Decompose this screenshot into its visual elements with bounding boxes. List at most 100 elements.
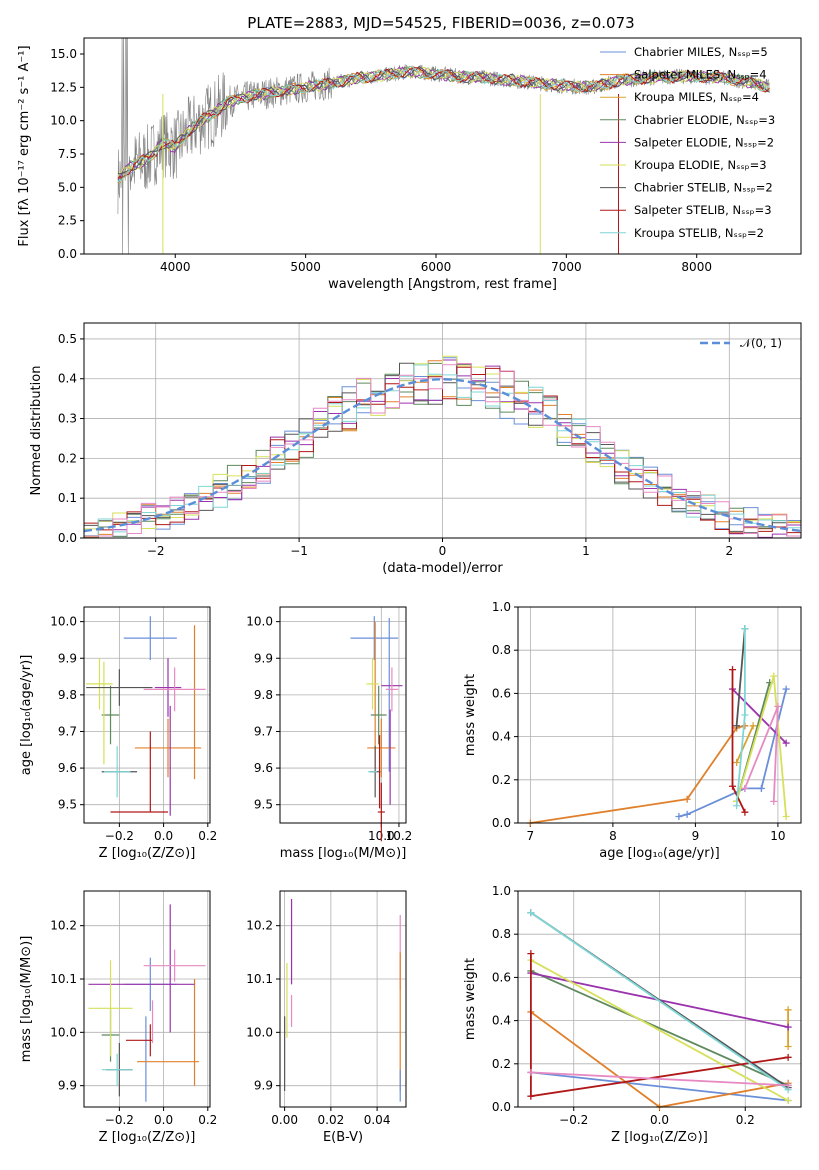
x-axis-label: (data-model)/error xyxy=(382,561,503,576)
weight-series-marker xyxy=(741,784,749,792)
weight-series-marker xyxy=(733,802,741,810)
legend-label: Chabrier MILES, Nₛₛₚ=5 xyxy=(634,45,768,59)
residual-histogram-panel: −2 −1 0 1 2 0.0 0.1 0.2 0.3 0.4 0.5 𝒩(0, 1) (data-mo… xyxy=(29,322,802,576)
y-tick-label: 2.5 xyxy=(58,214,77,228)
weight-series-line xyxy=(530,970,789,1087)
y-tick-label: 1.0 xyxy=(492,884,511,898)
weight-series-marker xyxy=(527,1092,535,1100)
y-tick-label: 9.7 xyxy=(58,724,77,738)
y-tick-label: 12.5 xyxy=(50,80,77,94)
plot-frame xyxy=(83,890,211,1108)
x-tick-label: 0.2 xyxy=(198,1113,217,1127)
weight-series-marker xyxy=(782,685,790,693)
y-axis-label: mass weight xyxy=(463,958,478,1040)
y-axis-label: mass weight xyxy=(463,674,478,756)
histogram-step xyxy=(84,362,801,537)
y-tick-label: 0.0 xyxy=(58,247,77,261)
x-tick-label: 0.0 xyxy=(650,1113,669,1127)
weight-series-marker xyxy=(770,672,778,680)
plot-frame xyxy=(517,606,802,824)
y-tick-label: 0.0 xyxy=(492,816,511,830)
weight-series-marker xyxy=(733,722,741,730)
weight-series-marker xyxy=(527,1068,535,1076)
x-tick-label: −2 xyxy=(147,544,165,558)
plot-frame xyxy=(83,606,211,824)
y-tick-label: 10.0 xyxy=(246,615,273,629)
x-tick-label: 0.00 xyxy=(271,1113,298,1127)
x-tick-label: 0.0 xyxy=(154,829,173,843)
y-tick-label: 0.4 xyxy=(492,1014,511,1028)
y-tick-label: 9.9 xyxy=(58,1079,77,1093)
plot-frame xyxy=(83,37,802,255)
x-tick-label: 9 xyxy=(692,829,700,843)
y-axis-label: mass [log₁₀(M/M⊙)] xyxy=(19,936,34,1063)
y-tick-label: 0.8 xyxy=(492,643,511,657)
weight-series-marker xyxy=(527,950,535,958)
x-tick-label: −0.2 xyxy=(105,829,134,843)
x-tick-label: 10.2 xyxy=(386,829,413,843)
model-spectrum-line xyxy=(117,65,770,175)
weight-series-line xyxy=(735,628,746,726)
y-tick-label: 1.0 xyxy=(492,600,511,614)
x-tick-label: 2 xyxy=(725,544,733,558)
weight-series-marker xyxy=(683,795,691,803)
weight-series-marker xyxy=(782,813,790,821)
plot-frame xyxy=(279,890,407,1108)
model-spectrum-line xyxy=(117,66,770,181)
weight-series-marker xyxy=(741,808,749,816)
y-tick-label: 10.1 xyxy=(50,972,77,986)
x-tick-label: −0.2 xyxy=(105,1113,134,1127)
y-tick-label: 9.6 xyxy=(254,761,273,775)
y-tick-label: 0.1 xyxy=(58,491,77,505)
weight-series-marker xyxy=(749,722,757,730)
y-tick-label: 0.6 xyxy=(492,686,511,700)
legend-label: Kroupa MILES, Nₛₛₚ=4 xyxy=(634,90,759,104)
weight-series-marker xyxy=(784,1006,792,1014)
weight-series-marker xyxy=(729,782,737,790)
weight-series-marker xyxy=(741,711,749,719)
spectrum-panel: 4000 5000 6000 7000 8000 0.0 2.5 5.0 7.5 10.0 12.5… xyxy=(17,37,802,292)
plot-frame xyxy=(517,890,802,1108)
x-axis-label: Z [log₁₀(Z/Z⊙)] xyxy=(611,1130,708,1145)
x-axis-label: Z [log₁₀(Z/Z⊙)] xyxy=(99,1130,196,1145)
age-vs-metallicity-panel: −0.2 0.0 0.2 9.5 9.6 9.7 9.8 9.9 10.0 Z [log₁₀(Z/… xyxy=(19,606,217,861)
y-tick-label: 0.4 xyxy=(492,730,511,744)
y-axis-label: Flux [fλ 10⁻¹⁷ erg cm⁻² s⁻¹ A⁻¹] xyxy=(17,45,32,246)
y-tick-label: 10.0 xyxy=(50,1025,77,1039)
mass-vs-metallicity-panel: −0.2 0.0 0.2 9.9 10.0 10.1 10.2 Z [log₁₀(Z/Z⊙)]… xyxy=(19,890,217,1145)
weight-series-marker xyxy=(757,784,765,792)
x-tick-label: 10 xyxy=(770,829,785,843)
legend-label: Salpeter STELIB, Nₛₛₚ=3 xyxy=(634,203,772,217)
weight-series-marker xyxy=(527,909,535,917)
y-tick-label: 0.4 xyxy=(58,372,77,386)
plot-frame xyxy=(279,606,407,824)
weight-series-marker xyxy=(770,797,778,805)
y-tick-label: 10.0 xyxy=(246,1025,273,1039)
x-tick-label: 5000 xyxy=(290,260,321,274)
x-axis-label: mass [log₁₀(M/M⊙)] xyxy=(280,846,407,861)
y-tick-label: 9.6 xyxy=(58,761,77,775)
x-tick-label: 0.0 xyxy=(154,1113,173,1127)
weight-series-line xyxy=(530,724,746,824)
weight-series-marker xyxy=(774,702,782,710)
x-axis-label: Z [log₁₀(Z/Z⊙)] xyxy=(99,846,196,861)
y-tick-label: 0.8 xyxy=(492,927,511,941)
y-tick-label: 10.0 xyxy=(50,114,77,128)
y-axis-label: age [log₁₀(age/yr)] xyxy=(19,655,34,776)
y-tick-label: 15.0 xyxy=(50,47,77,61)
legend-label: Chabrier STELIB, Nₛₛₚ=2 xyxy=(634,181,773,195)
x-tick-label: 7 xyxy=(527,829,535,843)
weight-series-marker xyxy=(782,739,790,747)
y-tick-label: 0.3 xyxy=(58,412,77,426)
weight-series-marker xyxy=(741,625,749,633)
x-tick-label: 1 xyxy=(582,544,590,558)
y-tick-label: 9.8 xyxy=(58,688,77,702)
x-tick-label: 8 xyxy=(609,829,617,843)
x-axis-label: age [log₁₀(age/yr)] xyxy=(599,846,720,861)
weight-series-marker xyxy=(784,1043,792,1051)
mass-vs-ebv-panel: 0.00 0.02 0.04 9.9 10.0 10.1 10.2 E(B-V) xyxy=(246,890,407,1145)
y-tick-label: 9.7 xyxy=(254,724,273,738)
y-tick-label: 10.2 xyxy=(246,919,273,933)
weight-vs-metallicity-panel: −0.2 0.0 0.2 0.0 0.2 0.4 0.6 0.8 1.0 Z [log₁₀(Z/Z… xyxy=(463,884,802,1145)
weight-series-marker xyxy=(784,1023,792,1031)
